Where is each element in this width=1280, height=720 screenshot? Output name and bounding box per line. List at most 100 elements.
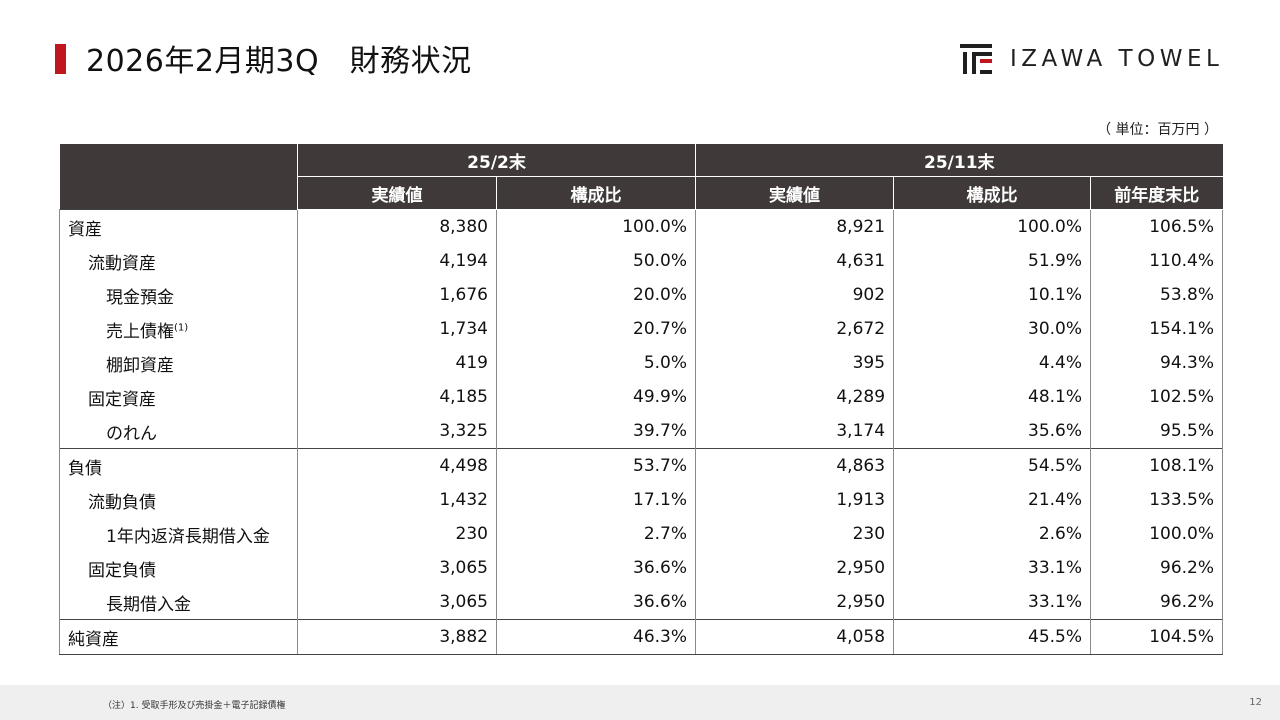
table-cell: 53.8% <box>1090 278 1224 312</box>
unit-label: （ 単位：百万円 ） <box>1097 122 1218 138</box>
table-cell: 54.5% <box>893 448 1092 483</box>
row-label: のれん <box>59 414 298 449</box>
table-cell: 419 <box>297 346 497 380</box>
table-cell: 4.4% <box>893 346 1092 380</box>
table-row: 固定負債 3,065 36.6% 2,950 33.1% 96.2% <box>59 551 1224 585</box>
table-cell: 395 <box>695 346 895 380</box>
table-body: 資産 8,380 100.0% 8,921 100.0% 106.5% 流動資産 4,194 5… <box>59 209 1224 655</box>
table-row: 売上債権(1) 1,734 20.7% 2,672 30.0% 154.1% <box>59 312 1224 346</box>
table-row: 負債 4,498 53.7% 4,863 54.5% 108.1% <box>59 448 1224 483</box>
table-cell: 96.2% <box>1090 585 1224 620</box>
table-row: のれん 3,325 39.7% 3,174 35.6% 95.5% <box>59 414 1224 449</box>
table-cell: 35.6% <box>893 414 1092 449</box>
table-cell: 902 <box>695 278 895 312</box>
footnote: （注）1. 受取手形及び売掛金＋電子記録債権 <box>103 701 286 711</box>
logo-text: IZAWA TOWEL <box>1010 46 1224 72</box>
table-cell: 33.1% <box>893 585 1092 620</box>
table-cell: 100.0% <box>893 209 1092 244</box>
row-label: 資産 <box>59 209 298 244</box>
table-cell: 2.7% <box>495 517 697 551</box>
table-cell: 36.6% <box>495 585 697 620</box>
table-cell: 48.1% <box>893 380 1092 414</box>
table-cell: 45.5% <box>893 619 1092 655</box>
row-label-text: 売上債権 <box>106 321 174 342</box>
row-label-text: 長期借入金 <box>106 594 191 615</box>
table-cell: 4,498 <box>297 448 497 483</box>
table-cell: 5.0% <box>495 346 697 380</box>
table-cell: 94.3% <box>1090 346 1224 380</box>
table-cell: 4,185 <box>297 380 497 414</box>
table-cell: 230 <box>695 517 895 551</box>
table-cell: 3,325 <box>297 414 497 449</box>
table-row: 棚卸資産 419 5.0% 395 4.4% 94.3% <box>59 346 1224 380</box>
table-cell: 230 <box>297 517 497 551</box>
table-cell: 4,631 <box>695 244 895 278</box>
row-label: 固定資産 <box>59 380 298 414</box>
row-label: 負債 <box>59 448 298 483</box>
page-number: 12 <box>1249 697 1262 708</box>
table-cell: 1,432 <box>297 483 497 517</box>
table-row: 純資産 3,882 46.3% 4,058 45.5% 104.5% <box>59 619 1224 655</box>
table-row: 長期借入金 3,065 36.6% 2,950 33.1% 96.2% <box>59 585 1224 620</box>
table-cell: 154.1% <box>1090 312 1224 346</box>
row-label-text: 1年内返済長期借入金 <box>106 526 270 547</box>
table-cell: 2,950 <box>695 551 895 585</box>
row-label-text: 固定負債 <box>88 560 156 581</box>
row-label-text: 資産 <box>68 219 102 240</box>
table-cell: 4,194 <box>297 244 497 278</box>
row-label-text: 純資産 <box>68 629 119 650</box>
table-cell: 106.5% <box>1090 209 1224 244</box>
table-cell: 4,863 <box>695 448 895 483</box>
column-header: 実績値 <box>297 176 497 210</box>
row-label-text: 流動負債 <box>88 492 156 513</box>
table-row: 資産 8,380 100.0% 8,921 100.0% 106.5% <box>59 209 1224 244</box>
row-label-text: 固定資産 <box>88 389 156 410</box>
table-row: 1年内返済長期借入金 230 2.7% 230 2.6% 100.0% <box>59 517 1224 551</box>
table-cell: 1,913 <box>695 483 895 517</box>
table-cell: 2,950 <box>695 585 895 620</box>
row-label: 長期借入金 <box>59 585 298 620</box>
table-row: 現金預金 1,676 20.0% 902 10.1% 53.8% <box>59 278 1224 312</box>
table-cell: 96.2% <box>1090 551 1224 585</box>
period-header-current: 25/11末 <box>695 144 1223 177</box>
footnote-marker: (1) <box>174 321 189 333</box>
table-row: 流動資産 4,194 50.0% 4,631 51.9% 110.4% <box>59 244 1224 278</box>
izawa-logo-icon <box>960 44 992 74</box>
row-label: 1年内返済長期借入金 <box>59 517 298 551</box>
table-cell: 3,065 <box>297 551 497 585</box>
row-label: 棚卸資産 <box>59 346 298 380</box>
table-cell: 17.1% <box>495 483 697 517</box>
table-cell: 110.4% <box>1090 244 1224 278</box>
table-cell: 133.5% <box>1090 483 1224 517</box>
row-label: 固定負債 <box>59 551 298 585</box>
row-label: 流動負債 <box>59 483 298 517</box>
column-header: 実績値 <box>695 176 895 210</box>
table-cell: 21.4% <box>893 483 1092 517</box>
row-label: 売上債権(1) <box>59 312 298 346</box>
period-header-prev: 25/2末 <box>297 144 697 177</box>
table-cell: 30.0% <box>893 312 1092 346</box>
table-cell: 2,672 <box>695 312 895 346</box>
company-logo: IZAWA TOWEL <box>960 44 1223 74</box>
table-cell: 53.7% <box>495 448 697 483</box>
footer-band <box>0 685 1280 720</box>
row-label-text: 現金預金 <box>106 287 174 308</box>
table-cell: 2.6% <box>893 517 1092 551</box>
table-cell: 95.5% <box>1090 414 1224 449</box>
financial-position-table: 25/2末 25/11末 実績値 構成比 実績値 構成比 前年度末比 資産 8,3… <box>59 144 1224 655</box>
table-cell: 51.9% <box>893 244 1092 278</box>
page-title: 2026年2月期3Q 財務状況 <box>86 44 472 79</box>
table-row: 固定資産 4,185 49.9% 4,289 48.1% 102.5% <box>59 380 1224 414</box>
row-label-text: のれん <box>106 423 157 444</box>
table-cell: 36.6% <box>495 551 697 585</box>
table-row: 流動負債 1,432 17.1% 1,913 21.4% 133.5% <box>59 483 1224 517</box>
table-cell: 102.5% <box>1090 380 1224 414</box>
row-label-text: 流動資産 <box>88 253 156 274</box>
table-cell: 3,882 <box>297 619 497 655</box>
table-cell: 10.1% <box>893 278 1092 312</box>
table-cell: 104.5% <box>1090 619 1224 655</box>
table-cell: 3,065 <box>297 585 497 620</box>
table-cell: 8,921 <box>695 209 895 244</box>
table-cell: 108.1% <box>1090 448 1224 483</box>
table-cell: 20.0% <box>495 278 697 312</box>
